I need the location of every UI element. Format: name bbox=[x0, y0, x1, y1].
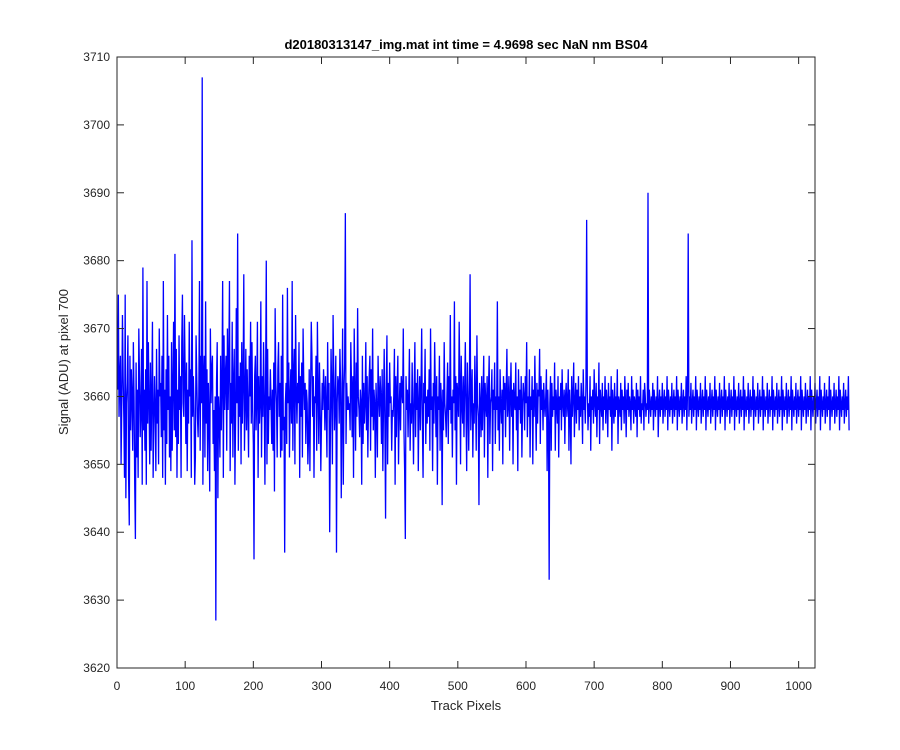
x-tick-label: 800 bbox=[652, 679, 672, 693]
y-tick-label: 3710 bbox=[83, 50, 110, 64]
y-tick-label: 3620 bbox=[83, 661, 110, 675]
x-tick-label: 600 bbox=[516, 679, 536, 693]
y-tick-label: 3690 bbox=[83, 186, 110, 200]
y-tick-label: 3630 bbox=[83, 593, 110, 607]
x-tick-label: 0 bbox=[114, 679, 121, 693]
x-tick-label: 1000 bbox=[785, 679, 812, 693]
y-tick-label: 3640 bbox=[83, 525, 110, 539]
x-tick-label: 400 bbox=[380, 679, 400, 693]
y-tick-label: 3660 bbox=[83, 389, 110, 403]
x-tick-label: 900 bbox=[720, 679, 740, 693]
y-tick-label: 3650 bbox=[83, 457, 110, 471]
series-layer bbox=[117, 77, 850, 621]
chart-title: d20180313147_img.mat int time = 4.9698 s… bbox=[284, 37, 648, 52]
x-axis-label: Track Pixels bbox=[431, 698, 502, 713]
axes-box bbox=[116, 56, 816, 669]
x-tick-label: 200 bbox=[243, 679, 263, 693]
x-tick-label: 700 bbox=[584, 679, 604, 693]
x-ticks: 0 100 200 300 400 500 600 700 800 900 1000 bbox=[114, 57, 812, 693]
y-axis-label: Signal (ADU) at pixel 700 bbox=[56, 289, 71, 435]
x-tick-label: 300 bbox=[311, 679, 331, 693]
x-tick-label: 500 bbox=[448, 679, 468, 693]
y-ticks: 3620 3630 3640 3650 3660 3670 3680 3690 3700 3710 bbox=[83, 50, 815, 675]
y-tick-label: 3700 bbox=[83, 118, 110, 132]
x-tick-label: 100 bbox=[175, 679, 195, 693]
y-tick-label: 3670 bbox=[83, 322, 110, 336]
series-line-1 bbox=[117, 77, 850, 621]
y-tick-label: 3680 bbox=[83, 254, 110, 268]
